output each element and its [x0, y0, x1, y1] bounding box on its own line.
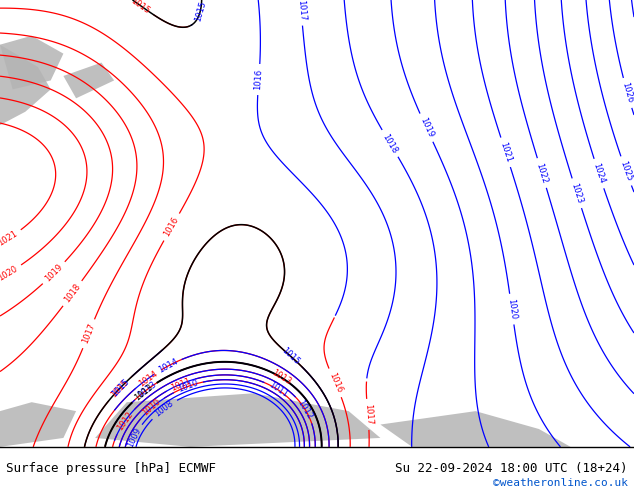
Text: 1014: 1014 — [157, 357, 179, 375]
Polygon shape — [0, 45, 51, 125]
Text: 1021: 1021 — [0, 229, 19, 248]
Text: 1017: 1017 — [363, 404, 373, 425]
Polygon shape — [63, 63, 114, 98]
Text: Su 22-09-2024 18:00 UTC (18+24): Su 22-09-2024 18:00 UTC (18+24) — [395, 462, 628, 475]
Text: 1016: 1016 — [162, 216, 181, 239]
Text: 1015: 1015 — [280, 346, 301, 367]
Text: 1016: 1016 — [254, 69, 264, 90]
Text: 1020: 1020 — [0, 264, 19, 283]
Text: 1015: 1015 — [108, 378, 130, 400]
Text: 1013: 1013 — [269, 368, 292, 387]
Text: 1015: 1015 — [129, 0, 152, 15]
Text: 1014: 1014 — [137, 369, 159, 389]
Text: 1023: 1023 — [569, 182, 585, 205]
Text: 1020: 1020 — [506, 298, 518, 320]
Polygon shape — [380, 411, 571, 447]
Text: Surface pressure [hPa] ECMWF: Surface pressure [hPa] ECMWF — [6, 462, 216, 475]
Text: 1017: 1017 — [295, 0, 306, 21]
Polygon shape — [0, 36, 63, 89]
Polygon shape — [95, 393, 380, 447]
Text: 1018: 1018 — [63, 282, 82, 305]
Text: 1019: 1019 — [43, 262, 65, 284]
Text: 1011: 1011 — [169, 376, 192, 392]
Text: 1013: 1013 — [133, 382, 155, 402]
Text: 1009: 1009 — [126, 426, 143, 449]
Text: 1016: 1016 — [327, 371, 344, 394]
Text: 1010: 1010 — [177, 379, 200, 394]
Text: 1015: 1015 — [110, 377, 131, 398]
Text: 1024: 1024 — [592, 162, 607, 185]
Text: 1022: 1022 — [534, 162, 549, 184]
Text: 1017: 1017 — [81, 322, 97, 345]
Text: 1015: 1015 — [193, 0, 207, 23]
Text: 1010: 1010 — [141, 397, 162, 418]
Text: 1013: 1013 — [136, 380, 158, 400]
Text: 1021: 1021 — [498, 141, 513, 164]
Text: 1008: 1008 — [153, 399, 175, 419]
Text: 1019: 1019 — [418, 116, 435, 139]
Text: 1026: 1026 — [620, 81, 634, 104]
Text: 1012: 1012 — [295, 398, 314, 421]
Text: ©weatheronline.co.uk: ©weatheronline.co.uk — [493, 478, 628, 488]
Text: 1012: 1012 — [115, 410, 134, 432]
Text: 1011: 1011 — [267, 380, 289, 399]
Text: 1025: 1025 — [618, 160, 634, 182]
Text: 1018: 1018 — [381, 132, 399, 155]
Polygon shape — [0, 402, 76, 447]
